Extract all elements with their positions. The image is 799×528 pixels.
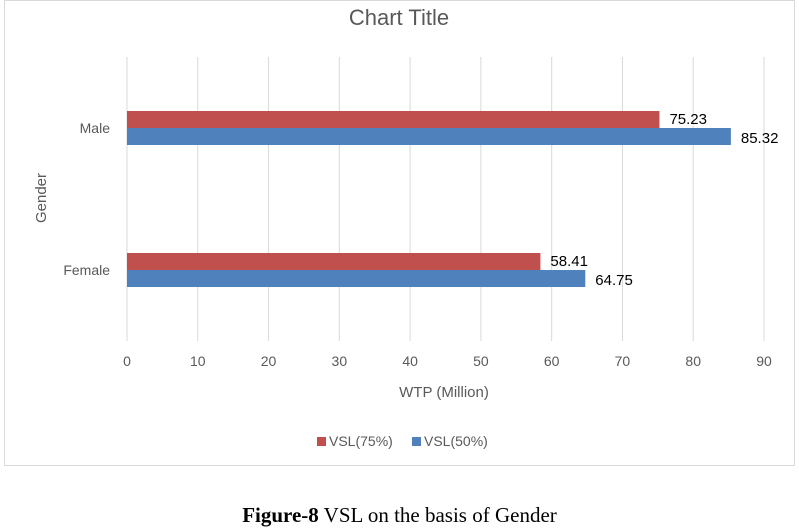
x-tick-label: 0 (123, 353, 131, 369)
data-labels: 58.41 64.75 75.23 85.32 (550, 111, 778, 289)
y-tick-label: Male (80, 120, 111, 136)
figure-caption-label: Figure-8 (242, 503, 319, 527)
bar-vsl50-female (127, 270, 586, 287)
legend-label: VSL(50%) (424, 433, 488, 449)
legend: VSL(75%) VSL(50%) (317, 433, 488, 449)
bars (127, 111, 731, 287)
x-tick-label: 70 (615, 353, 631, 369)
x-tick-label: 90 (756, 353, 772, 369)
y-axis-ticks: Female Male (63, 120, 110, 278)
gridlines (126, 57, 765, 341)
y-axis-label: Gender (33, 173, 50, 223)
x-tick-label: 40 (402, 353, 418, 369)
figure-caption-text: VSL on the basis of Gender (318, 503, 557, 527)
x-axis-label: WTP (Million) (399, 384, 489, 401)
data-label: 75.23 (669, 111, 707, 128)
x-tick-label: 50 (473, 353, 489, 369)
bar-vsl75-female (127, 253, 541, 270)
x-tick-label: 20 (261, 353, 277, 369)
x-tick-label: 60 (544, 353, 560, 369)
x-axis-ticks: 0 10 20 30 40 50 60 70 80 90 (123, 353, 772, 369)
data-label: 58.41 (550, 253, 588, 270)
data-label: 85.32 (741, 130, 779, 147)
bar-vsl75-male (127, 111, 660, 128)
data-label: 64.75 (595, 272, 633, 289)
y-tick-label: Female (63, 262, 110, 278)
legend-label: VSL(75%) (329, 433, 393, 449)
figure-caption: Figure-8 VSL on the basis of Gender (0, 503, 799, 528)
bar-chart: Chart Title 58.41 64.75 75.23 85.32 0 10 20 30… (33, 5, 778, 449)
chart-frame (4, 0, 795, 466)
legend-swatch (412, 437, 421, 446)
legend-swatch (317, 437, 326, 446)
x-tick-label: 80 (685, 353, 701, 369)
x-tick-label: 30 (332, 353, 348, 369)
chart-title: Chart Title (349, 5, 449, 30)
x-tick-label: 10 (190, 353, 206, 369)
bar-vsl50-male (127, 128, 731, 145)
